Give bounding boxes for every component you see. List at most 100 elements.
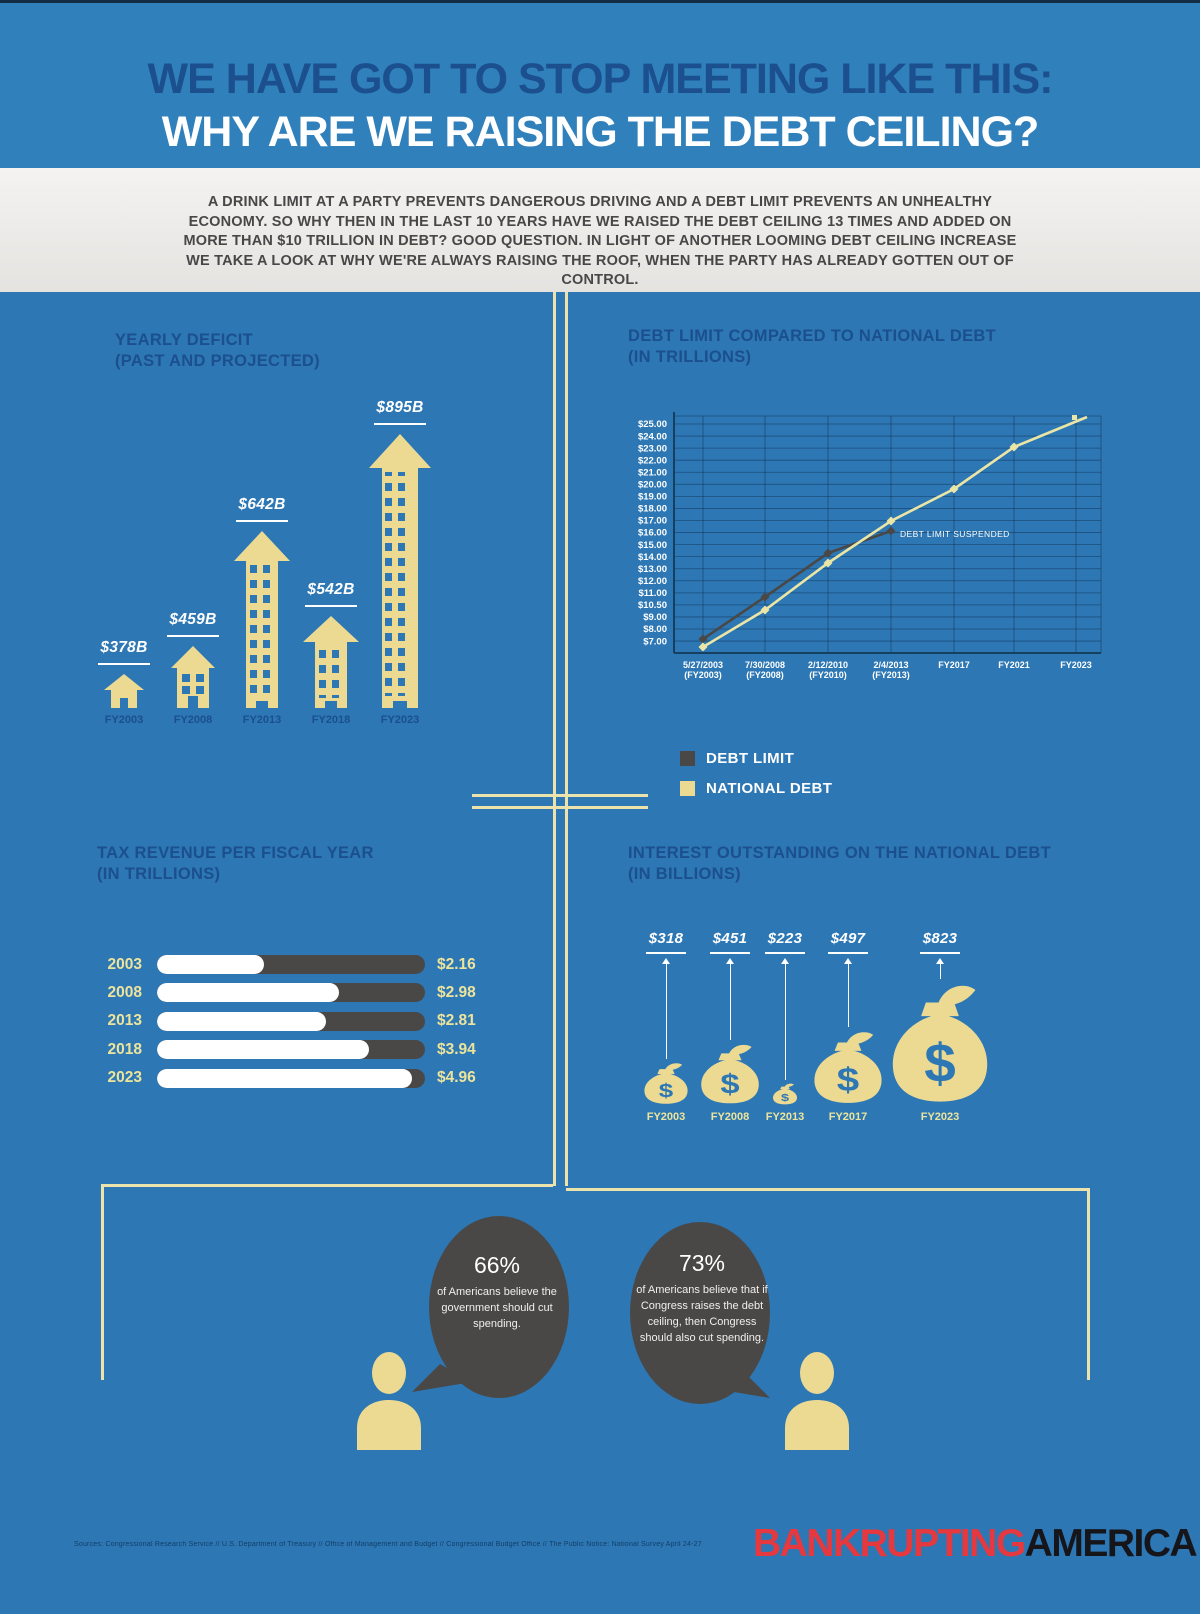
svg-text:FY2023: FY2023 [1060, 660, 1092, 670]
svg-text:$23.00: $23.00 [638, 443, 667, 454]
deficit-year-label: FY2023 [380, 714, 420, 726]
value-underline [710, 952, 750, 954]
interest-value-label: $451 [712, 930, 748, 947]
svg-text:(FY2003): (FY2003) [684, 670, 722, 680]
national-debt-line [702, 415, 1088, 649]
interest-year-label: FY2008 [710, 1111, 750, 1123]
bracket-left-vertical [101, 1184, 104, 1380]
bracket-right-horizontal [566, 1188, 1090, 1191]
svg-text:$10.50: $10.50 [638, 600, 667, 611]
building-tower-arrow-icon [303, 616, 359, 708]
tax-bar-fill [157, 1068, 412, 1088]
legend-row-national-debt: NATIONAL DEBT [680, 780, 832, 797]
chart-gridlines [674, 415, 1102, 653]
value-underline [236, 520, 288, 522]
bubble-left-text: of Americans believe the government shou… [437, 1286, 557, 1330]
deficit-value-label: $459B [169, 611, 217, 628]
svg-text:$: $ [720, 1069, 739, 1100]
tax-bar-track [157, 955, 425, 974]
tax-year-label: 2023 [107, 1069, 142, 1087]
svg-text:$13.00: $13.00 [638, 564, 667, 575]
bracket-right-vertical [1087, 1188, 1090, 1380]
deficit-value-label: $378B [100, 639, 148, 656]
svg-text:$: $ [924, 1033, 956, 1094]
svg-text:$24.00: $24.00 [638, 431, 667, 442]
deficit-year-label: FY2018 [311, 714, 351, 726]
bubble-right-percent: 73% [678, 1250, 726, 1276]
deficit-column-fy2013: $642B FY2013 [230, 496, 294, 726]
svg-text:$: $ [837, 1061, 860, 1098]
interest-title-line1: INTEREST OUTSTANDING ON THE NATIONAL DEB… [628, 844, 1051, 862]
tax-revenue-title: TAX REVENUE PER FISCAL YEAR (IN TRILLION… [97, 843, 374, 885]
deficit-column-fy2008: $459B FY2008 [161, 611, 225, 726]
svg-text:$11.00: $11.00 [638, 588, 667, 599]
svg-text:2/12/2010: 2/12/2010 [808, 660, 848, 670]
y-axis-labels: $25.00$24.00$23.00$22.00$21.00 $20.00$19.… [638, 419, 667, 647]
tax-year-label: 2003 [107, 955, 142, 973]
bubble-right-text: of Americans believe that if Congress ra… [636, 1284, 768, 1344]
deficit-value-label: $542B [307, 581, 355, 598]
tax-row: 2013 $2.81 [95, 1011, 555, 1031]
tax-bar-fill [157, 955, 265, 974]
intro-paragraph: A DRINK LIMIT AT A PARTY PREVENTS DANGER… [183, 194, 1017, 288]
money-bag-icon: $ [644, 1063, 688, 1104]
bankrupting-america-logo: BANKRUPTINGAMERICA [753, 1522, 1198, 1566]
yearly-deficit-title-line1: YEARLY DEFICIT [115, 331, 254, 349]
debt-chart-title-line1: DEBT LIMIT COMPARED TO NATIONAL DEBT [628, 327, 996, 345]
interest-column-fy2017: $497 $ FY2017 [798, 930, 898, 1123]
logo-text-red: BANKRUPTING [753, 1522, 1026, 1565]
tax-value-label: $2.16 [437, 955, 476, 973]
building-house-icon [171, 646, 215, 708]
svg-text:(FY2008): (FY2008) [746, 670, 784, 680]
up-arrow-icon [780, 958, 790, 1080]
divider-cross-top [472, 794, 648, 797]
speech-bubble-right [630, 1222, 770, 1404]
tax-bar-fill [157, 1011, 326, 1031]
value-underline [828, 952, 868, 954]
svg-text:(FY2010): (FY2010) [809, 670, 847, 680]
interest-value-label: $823 [922, 930, 958, 947]
tax-revenue-chart: 2003 $2.16 2008 $2.98 2013 $2.81 2018 $3… [95, 955, 555, 1097]
building-tower-arrow-tall-icon [369, 434, 431, 708]
divider-vertical-left [553, 292, 556, 1186]
interest-value-label: $223 [767, 930, 803, 947]
debt-limit-swatch-icon [680, 751, 695, 766]
svg-text:$22.00: $22.00 [638, 455, 667, 466]
up-arrow-icon [843, 958, 853, 1027]
interest-column-fy2023: $823 $ FY2023 [890, 930, 990, 1123]
sources-text: Sources: Congressional Research Service … [74, 1541, 702, 1548]
page-title-line1: WE HAVE GOT TO STOP MEETING LIKE THIS: [147, 55, 1054, 103]
tax-bar-track [157, 1040, 425, 1060]
tax-value-label: $3.94 [437, 1040, 476, 1058]
tax-row: 2023 $4.96 [95, 1068, 555, 1088]
value-underline [374, 423, 426, 425]
debt-limit-suspended-annotation: DEBT LIMIT SUSPENDED [900, 529, 1010, 539]
value-underline [98, 663, 150, 665]
svg-text:2/4/2013: 2/4/2013 [873, 660, 908, 670]
svg-text:(FY2013): (FY2013) [872, 670, 910, 680]
svg-text:$12.00: $12.00 [638, 576, 667, 587]
interest-column-fy2003: $318 $ FY2003 [616, 930, 716, 1123]
national-debt-markers [698, 415, 1077, 652]
x-axis-labels: 5/27/2003(FY2003) 7/30/2008(FY2008) 2/12/2… [683, 660, 1092, 680]
svg-text:$17.00: $17.00 [638, 516, 667, 527]
tax-value-label: $4.96 [437, 1069, 476, 1087]
debt-chart-legend: DEBT LIMIT NATIONAL DEBT [680, 750, 832, 810]
value-underline [167, 635, 219, 637]
svg-text:$21.00: $21.00 [638, 467, 667, 478]
value-underline [646, 952, 686, 954]
debt-line-chart: $25.00$24.00$23.00$22.00$21.00 $20.00$19.… [638, 412, 1102, 680]
intro-band: A DRINK LIMIT AT A PARTY PREVENTS DANGER… [0, 168, 1200, 292]
svg-text:$8.00: $8.00 [643, 624, 667, 635]
value-underline [305, 605, 357, 607]
bubble-left-content: 66% of Americans believe the government … [429, 1252, 565, 1332]
yearly-deficit-title-line2: (PAST AND PROJECTED) [115, 352, 320, 370]
deficit-value-label: $642B [238, 496, 286, 513]
tax-value-label: $2.81 [437, 1012, 476, 1030]
tax-row: 2018 $3.94 [95, 1040, 555, 1060]
tax-revenue-title-line2: (IN TRILLIONS) [97, 865, 221, 883]
legend-label: NATIONAL DEBT [706, 780, 833, 797]
deficit-column-fy2018: $542B FY2018 [299, 581, 363, 726]
interest-value-label: $497 [830, 930, 866, 947]
tax-bar-track [157, 1068, 425, 1088]
